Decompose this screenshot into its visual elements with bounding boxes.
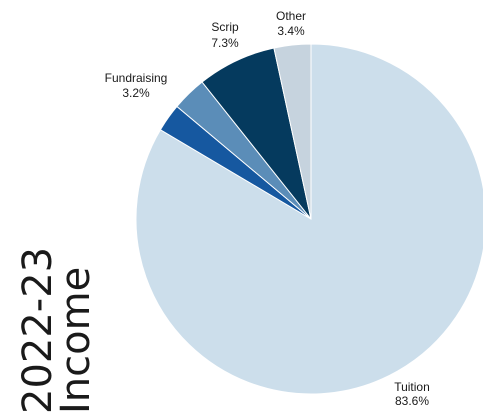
slice-label-tuition: Tuition bbox=[394, 380, 430, 394]
pie-slice-tuition bbox=[135, 43, 483, 395]
pie-slice-other bbox=[273, 43, 312, 220]
slice-value-scrip: 7.3% bbox=[211, 36, 239, 50]
slice-label-scrip: Scrip bbox=[211, 20, 239, 34]
slice-value-other: 3.4% bbox=[277, 24, 305, 38]
slice-label-fundraising: Fundraising bbox=[105, 71, 168, 85]
pie-slices bbox=[135, 43, 483, 395]
slice-label-other: Other bbox=[276, 9, 306, 23]
slice-value-fundraising: 3.2% bbox=[122, 86, 150, 100]
slice-value-tuition: 83.6% bbox=[395, 394, 429, 408]
